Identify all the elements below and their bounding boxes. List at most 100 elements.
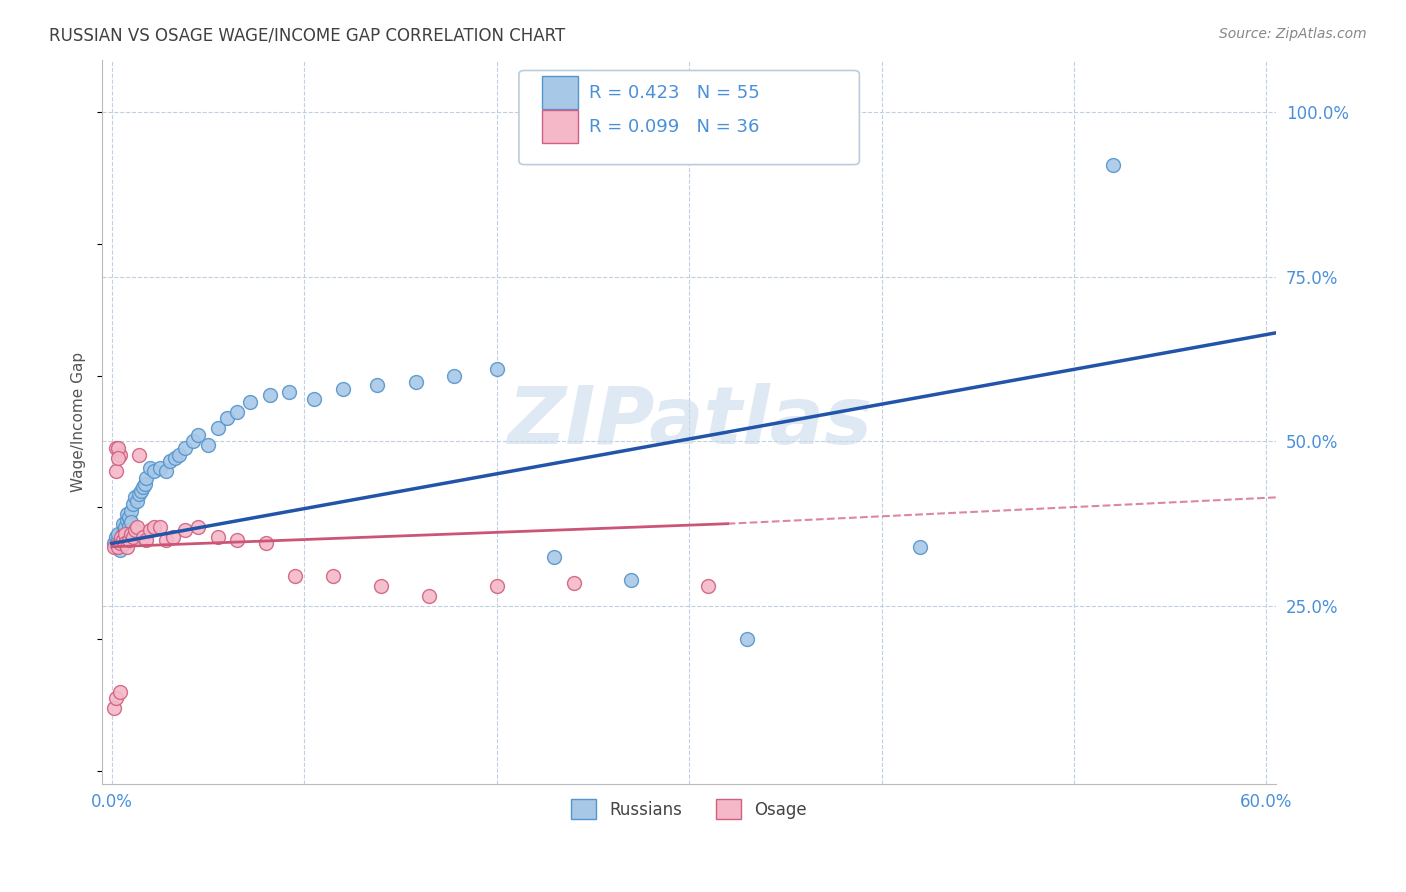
Point <box>122 530 145 544</box>
Legend: Russians, Osage: Russians, Osage <box>565 792 814 826</box>
Point <box>135 533 157 548</box>
Point <box>207 530 229 544</box>
FancyBboxPatch shape <box>543 111 578 143</box>
Point <box>108 684 131 698</box>
Point <box>543 549 565 564</box>
Point <box>129 483 152 498</box>
Point <box>226 533 249 548</box>
Point <box>108 536 131 550</box>
Point <box>159 454 181 468</box>
Point <box>562 576 585 591</box>
Point <box>485 579 508 593</box>
Point <box>110 538 132 552</box>
Point <box>110 530 132 544</box>
Point <box>114 523 136 537</box>
Point <box>259 388 281 402</box>
Point <box>104 540 127 554</box>
Point <box>115 507 138 521</box>
Text: R = 0.423   N = 55: R = 0.423 N = 55 <box>589 84 761 102</box>
Point <box>131 481 153 495</box>
Point <box>620 573 643 587</box>
Point <box>107 540 129 554</box>
Point <box>135 470 157 484</box>
Point <box>124 491 146 505</box>
Point <box>107 441 129 455</box>
Point <box>120 526 142 541</box>
Point <box>114 520 136 534</box>
Point <box>139 460 162 475</box>
Point <box>1101 158 1123 172</box>
Text: ZIPatlas: ZIPatlas <box>506 383 872 460</box>
Point <box>128 448 150 462</box>
Point <box>114 526 136 541</box>
Point <box>167 448 190 462</box>
Point <box>115 540 138 554</box>
Point <box>277 385 299 400</box>
Point <box>165 450 187 465</box>
Point <box>155 533 177 548</box>
Point <box>217 411 239 425</box>
Point <box>114 536 136 550</box>
Point <box>120 515 142 529</box>
Point <box>405 375 427 389</box>
Point <box>155 464 177 478</box>
Text: RUSSIAN VS OSAGE WAGE/INCOME GAP CORRELATION CHART: RUSSIAN VS OSAGE WAGE/INCOME GAP CORRELA… <box>49 27 565 45</box>
Point <box>139 523 162 537</box>
Point <box>108 536 131 550</box>
Point <box>112 516 135 531</box>
Point <box>197 438 219 452</box>
Point <box>112 533 135 548</box>
Point <box>103 536 125 550</box>
Point <box>115 513 138 527</box>
Point <box>118 518 141 533</box>
Point <box>104 464 127 478</box>
Point <box>124 523 146 537</box>
Point <box>370 579 392 593</box>
Point <box>131 530 153 544</box>
FancyBboxPatch shape <box>519 70 859 165</box>
Point <box>254 536 277 550</box>
Point <box>112 526 135 541</box>
Point <box>107 533 129 548</box>
Point <box>104 530 127 544</box>
Point <box>735 632 758 646</box>
Point <box>143 464 166 478</box>
Point <box>181 434 204 449</box>
Point <box>174 441 197 455</box>
Point <box>134 477 156 491</box>
Point <box>110 534 132 549</box>
Y-axis label: Wage/Income Gap: Wage/Income Gap <box>72 351 86 491</box>
Point <box>104 691 127 706</box>
Point <box>697 579 720 593</box>
Point <box>104 441 127 455</box>
Point <box>322 569 344 583</box>
Point <box>149 520 172 534</box>
Point <box>120 503 142 517</box>
FancyBboxPatch shape <box>543 76 578 109</box>
Point <box>284 569 307 583</box>
Point <box>418 589 440 603</box>
Point <box>108 448 131 462</box>
Point <box>908 540 931 554</box>
Point <box>122 497 145 511</box>
Text: Source: ZipAtlas.com: Source: ZipAtlas.com <box>1219 27 1367 41</box>
Point <box>108 543 131 558</box>
Point <box>103 701 125 715</box>
Point <box>239 395 262 409</box>
Point <box>366 378 388 392</box>
Point <box>143 520 166 534</box>
Text: R = 0.099   N = 36: R = 0.099 N = 36 <box>589 118 759 136</box>
Point <box>149 460 172 475</box>
Point <box>207 421 229 435</box>
Point <box>125 493 148 508</box>
Point <box>128 487 150 501</box>
Point <box>332 382 354 396</box>
Point <box>107 450 129 465</box>
Point <box>302 392 325 406</box>
Point <box>103 540 125 554</box>
Point <box>174 523 197 537</box>
Point <box>107 526 129 541</box>
Point <box>118 510 141 524</box>
Point <box>485 362 508 376</box>
Point <box>443 368 465 383</box>
